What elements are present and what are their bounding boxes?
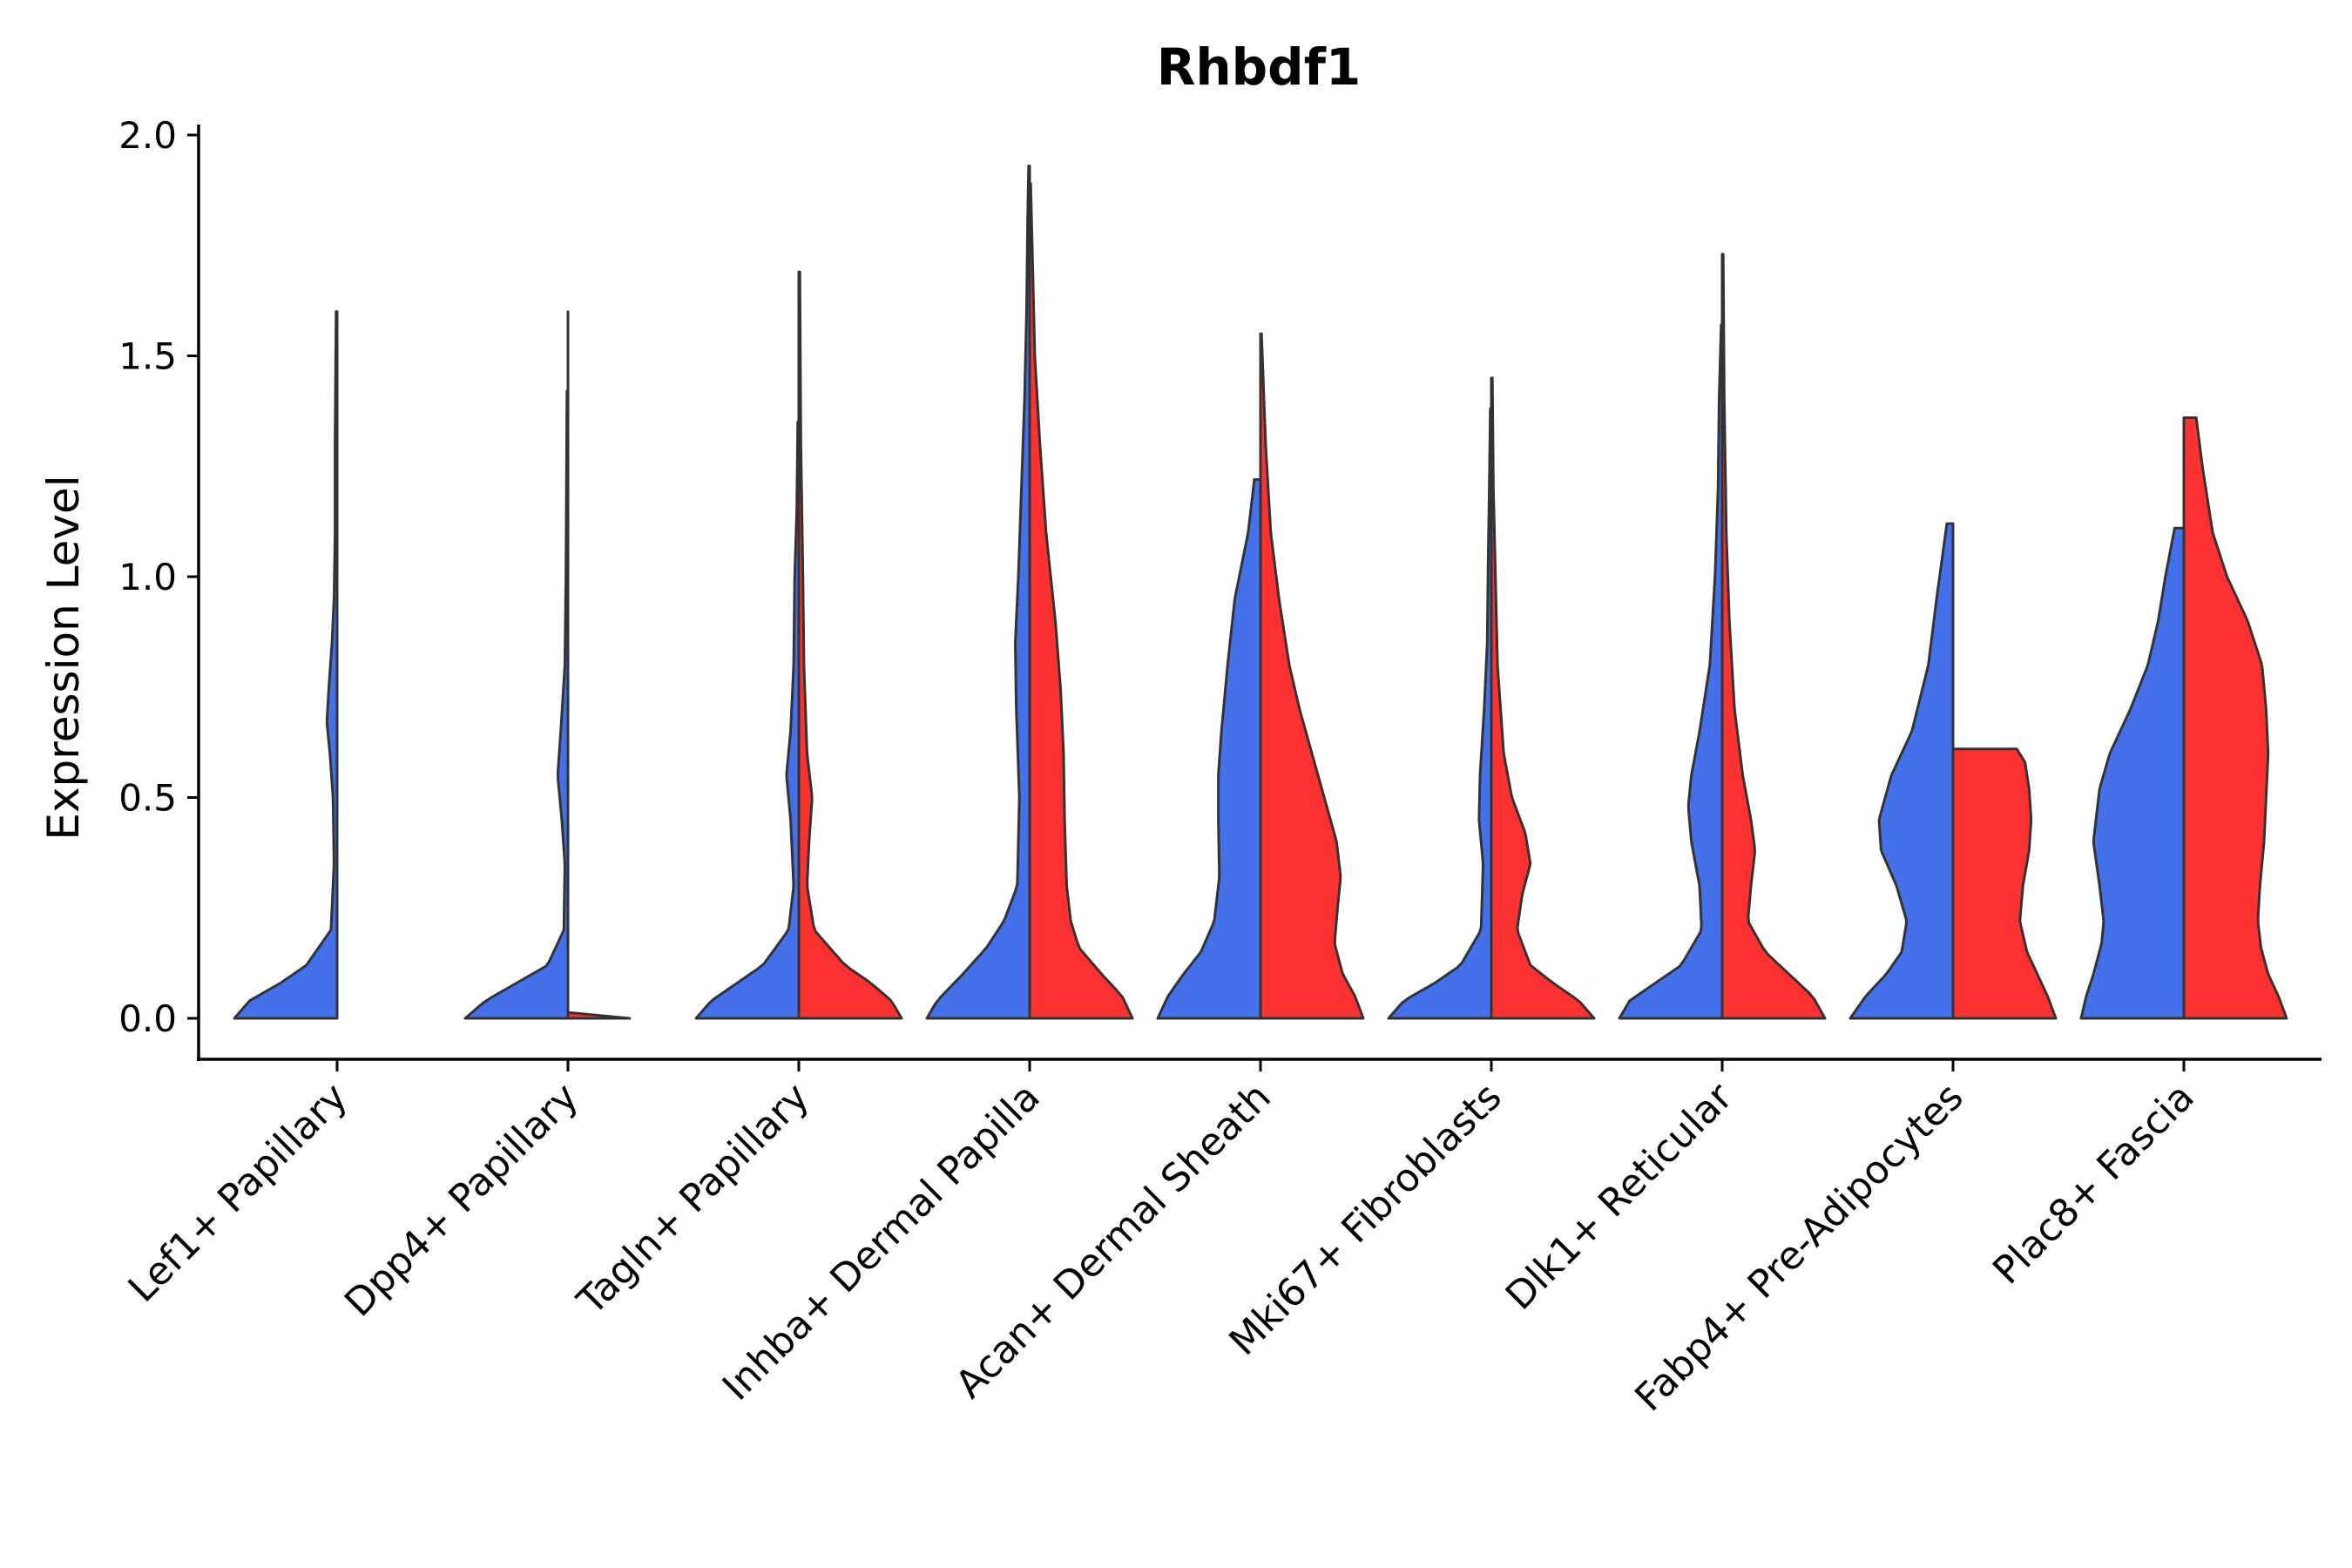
violin-group2-2 [797, 270, 903, 1020]
y-axis-ticks: 0.0 0.5 1.0 1.5 2.0 [118, 114, 199, 1040]
violin-group2-7 [1951, 747, 2058, 1020]
violin-group1-2 [694, 421, 801, 1020]
y-tick-label: 1.0 [118, 556, 177, 598]
y-axis-label: Expression Level [38, 475, 89, 840]
x-category-label: Dpp4+ Papillary [336, 1075, 587, 1326]
chart-title: Rhbdf1 [1157, 37, 1362, 97]
violin-group1-8 [2079, 526, 2186, 1020]
x-category-label: Dlk1+ Reticular [1497, 1074, 1742, 1319]
violin-group2-5 [1490, 376, 1596, 1020]
violin-group2-1 [566, 310, 632, 1020]
y-tick-label: 2.0 [118, 114, 177, 157]
violin-group1-1 [463, 389, 570, 1020]
x-category-label: Plac8+ Fascia [1984, 1075, 2203, 1294]
violin-group2-4 [1259, 332, 1365, 1020]
y-tick-label: 0.5 [118, 777, 177, 820]
y-tick-label: 1.5 [118, 335, 177, 378]
violin-group1-3 [925, 164, 1031, 1020]
violin-group2-3 [1028, 182, 1134, 1020]
violin-group1-4 [1156, 477, 1262, 1020]
violin-group1-5 [1387, 407, 1493, 1020]
violin-group2-8 [2182, 416, 2288, 1020]
violin-group2-6 [1720, 253, 1827, 1020]
y-tick-label: 0.0 [118, 997, 177, 1040]
x-category-label: Tagln+ Papillary [569, 1075, 818, 1324]
violin-group1-0 [233, 310, 339, 1020]
violin-group1-6 [1618, 323, 1724, 1020]
violin-group1-7 [1848, 522, 1955, 1020]
plot-area [233, 164, 2288, 1020]
x-category-label: Lef1+ Papillary [120, 1075, 356, 1311]
